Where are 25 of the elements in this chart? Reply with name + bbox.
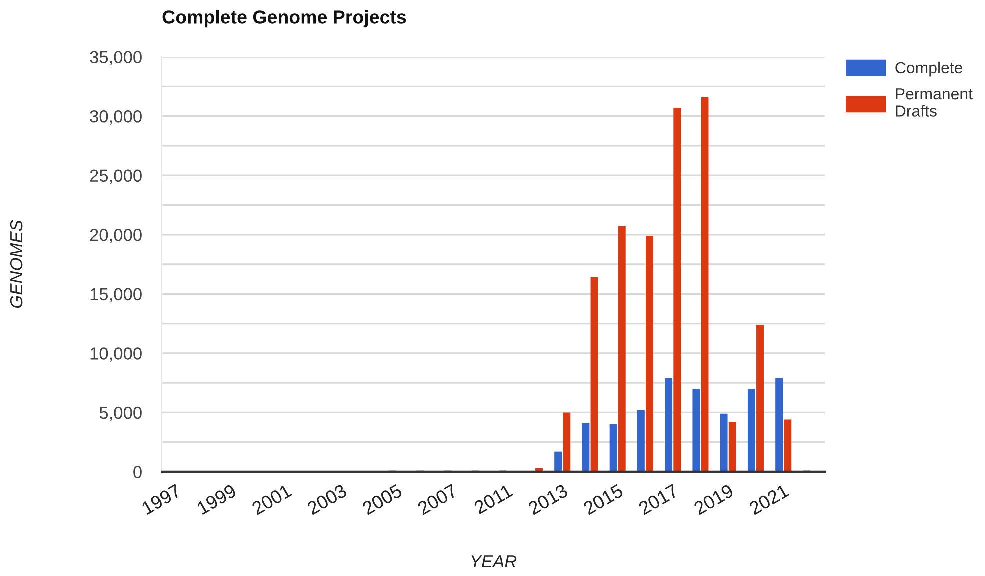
- y-tick-label: 20,000: [90, 229, 142, 244]
- y-tick-label: 0: [134, 466, 142, 478]
- x-tick-label: 2017: [638, 484, 680, 516]
- x-tick-label: 2011: [473, 484, 514, 515]
- x-tick-label: 2013: [528, 484, 569, 516]
- y-tick-label: 30,000: [90, 110, 142, 125]
- x-tick-label: 1999: [196, 484, 238, 516]
- y-tick-label: 25,000: [90, 170, 142, 184]
- legend-label: Complete: [896, 62, 963, 77]
- y-tick-label: 10,000: [90, 348, 142, 362]
- x-tick-label: 2001: [251, 484, 292, 516]
- y-axis-title: GENOMES: [10, 220, 23, 308]
- x-tick-label: 1997: [141, 484, 182, 516]
- x-axis-title: YEAR: [472, 556, 517, 568]
- x-tick-label: 2021: [748, 484, 790, 516]
- y-tick-label: 35,000: [90, 51, 142, 66]
- x-tick-label: 2019: [693, 484, 734, 516]
- y-tick-label: 5,000: [100, 406, 142, 422]
- legend-label: Permanent Drafts: [896, 88, 973, 117]
- x-tick-label: 2005: [362, 484, 404, 516]
- y-tick-label: 15,000: [90, 288, 142, 303]
- x-tick-label: 2015: [582, 484, 624, 516]
- x-tick-label: 2003: [306, 484, 348, 516]
- chart-title: Complete Genome Projects: [162, 10, 406, 28]
- x-tick-label: 2007: [417, 484, 458, 516]
